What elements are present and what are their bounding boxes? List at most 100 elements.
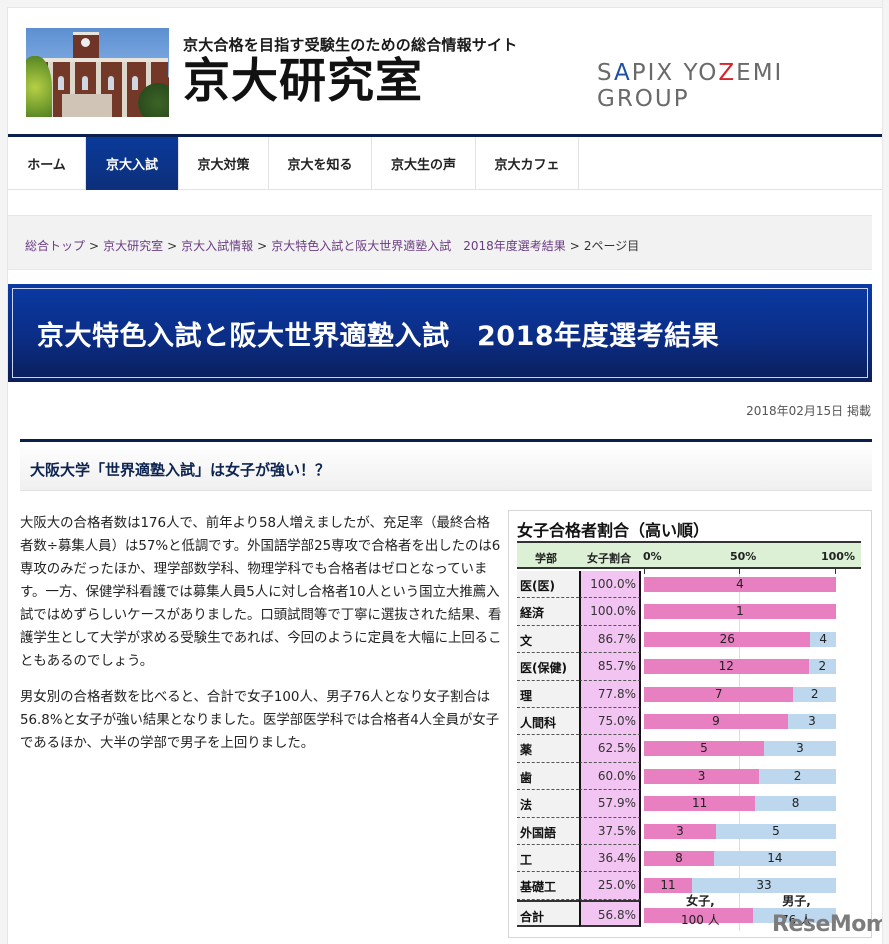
breadcrumb-separator: > (257, 239, 268, 253)
male-segment: 3 (764, 741, 836, 757)
stacked-bar: 12 2 (644, 659, 836, 675)
main-nav: ホーム 京大入試 京大対策 京大を知る 京大生の声 京大カフェ (8, 134, 883, 190)
entrance-shape (62, 94, 112, 117)
breadcrumb-separator: > (167, 239, 178, 253)
paragraph: 大阪大の合格者数は176人で、前年より58人増えましたが、充足率（最終合格者数÷… (20, 516, 502, 669)
chart-row: 医(医) 100.0% 4 (517, 571, 861, 599)
ratio-value: 60.0% (579, 762, 641, 791)
tree-shape (138, 83, 169, 117)
female-segment: 3 (644, 823, 716, 839)
axis-tick (835, 569, 836, 574)
female-segment: 9 (644, 713, 788, 729)
nav-item-home[interactable]: ホーム (8, 137, 86, 190)
dept-label: 基礎工 (517, 872, 579, 900)
axis-tick-label: 50% (730, 550, 757, 563)
ratio-value: 62.5% (579, 735, 641, 763)
nav-item-voices[interactable]: 京大生の声 (372, 137, 476, 190)
chart-row-total: 合計 56.8% (517, 899, 861, 928)
dept-label: 医(医) (517, 571, 579, 599)
male-segment: 14 (713, 850, 836, 866)
column-header-ratio: 女子割合 (587, 552, 631, 565)
chart-row: 外国語 37.5% 3 5 (517, 817, 861, 845)
post-date: 2018年02月15日 掲載 (746, 404, 871, 418)
dept-label: 経済 (517, 598, 579, 626)
sapix-yozemi-group-logo[interactable]: SAPIX YOZEMI GROUP (597, 60, 883, 112)
male-segment: 2 (808, 659, 836, 675)
banner-frame: 京大特色入試と阪大世界適塾入試 2018年度選考結果 (12, 288, 868, 378)
logo-text: PIX YO (631, 60, 719, 86)
axis-tick-label: 100% (821, 550, 855, 563)
site-header: 京大合格を目指す受験生のための総合情報サイト 京大研究室 SAPIX YOZEM… (8, 8, 883, 134)
clock-tower-photo[interactable] (26, 28, 169, 117)
chart-row: 医(保健) 85.7% 12 2 (517, 653, 861, 681)
total-male-label: 男子, 76 人 (781, 895, 812, 927)
female-segment: 8 (644, 850, 714, 866)
breadcrumb-separator: > (569, 239, 580, 253)
ratio-value: 77.8% (579, 680, 641, 708)
page-scrollbar[interactable] (882, 0, 889, 944)
breadcrumb-current: 2ページ目 (583, 239, 640, 253)
male-segment: 8 (755, 796, 836, 812)
female-segment: 12 (644, 659, 809, 675)
page-container: 京大合格を目指す受験生のための総合情報サイト 京大研究室 SAPIX YOZEM… (7, 7, 883, 944)
clock-icon (81, 38, 90, 47)
nav-item-admissions[interactable]: 京大入試 (86, 137, 179, 190)
stacked-bar: 4 (644, 577, 836, 592)
chart-row: 薬 62.5% 5 3 (517, 735, 861, 763)
male-segment: 3 (788, 713, 836, 729)
column-shape (122, 62, 127, 117)
column-header-dept: 学部 (535, 552, 557, 565)
chart-row: 理 77.8% 7 2 (517, 680, 861, 708)
chart-row: 文 86.7% 26 4 (517, 625, 861, 654)
site-tagline: 京大合格を目指す受験生のための総合情報サイト (183, 36, 518, 54)
stacked-bar (644, 907, 836, 923)
female-segment: 7 (644, 686, 794, 702)
male-segment: 33 (692, 878, 836, 894)
female-segment: 11 (644, 796, 756, 812)
dept-label: 工 (517, 844, 579, 873)
logo-text-blue: A (614, 60, 632, 86)
male-segment (753, 907, 836, 923)
breadcrumb-link-top[interactable]: 総合トップ (25, 239, 86, 253)
ratio-value: 37.5% (579, 817, 641, 845)
dept-label: 法 (517, 790, 579, 818)
site-title[interactable]: 京大研究室 (183, 54, 423, 109)
stacked-bar: 11 33 (644, 878, 836, 894)
column-shape (70, 62, 75, 117)
dept-label: 外国語 (517, 817, 579, 845)
male-segment: 4 (810, 631, 836, 647)
logo-text-red: Z (718, 60, 737, 86)
resemom-watermark: ReseMom (772, 912, 889, 937)
axis-tick (739, 569, 740, 574)
axis-tick (644, 569, 645, 574)
breadcrumb: 総合トップ > 京大研究室 > 京大入試情報 > 京大特色入試と阪大世界適塾入試 2018年… (8, 215, 872, 270)
dept-label: 合計 (517, 899, 579, 928)
window-shape (82, 76, 88, 90)
female-segment: 3 (644, 768, 760, 784)
ratio-value: 25.0% (579, 872, 641, 900)
breadcrumb-link-article[interactable]: 京大特色入試と阪大世界適塾入試 2018年度選考結果 (271, 239, 566, 253)
nav-item-about[interactable]: 京大を知る (269, 137, 372, 190)
female-ratio-chart[interactable]: 女子合格者割合（高い順） 学部 女子割合 0% 50% 100% 医(医) 100… (508, 510, 872, 938)
nav-item-strategy[interactable]: 京大対策 (179, 137, 269, 190)
logo-text: S (597, 60, 615, 86)
chart-row: 法 57.9% 11 8 (517, 790, 861, 818)
logo-text: EMI GROUP (597, 60, 784, 112)
dept-label: 人間科 (517, 707, 579, 736)
chart-row: 人間科 75.0% 9 3 (517, 707, 861, 736)
chart-rows: 医(医) 100.0% 4 経済 100.0% 1 文 86.7% 26 4 医(保健) 85.… (517, 571, 861, 928)
female-segment: 5 (644, 741, 764, 757)
column-shape (96, 62, 101, 117)
ratio-value: 100.0% (579, 598, 641, 626)
label-text: 女子, (686, 894, 715, 908)
stacked-bar: 8 14 (644, 850, 836, 866)
nav-item-cafe[interactable]: 京大カフェ (476, 137, 579, 190)
female-segment: 11 (644, 878, 692, 894)
female-segment (644, 907, 754, 923)
window-shape (108, 76, 114, 90)
total-female-label: 女子, 100 人 (681, 895, 720, 927)
breadcrumb-link-exam-info[interactable]: 京大入試情報 (181, 239, 254, 253)
breadcrumb-link-lab[interactable]: 京大研究室 (103, 239, 164, 253)
